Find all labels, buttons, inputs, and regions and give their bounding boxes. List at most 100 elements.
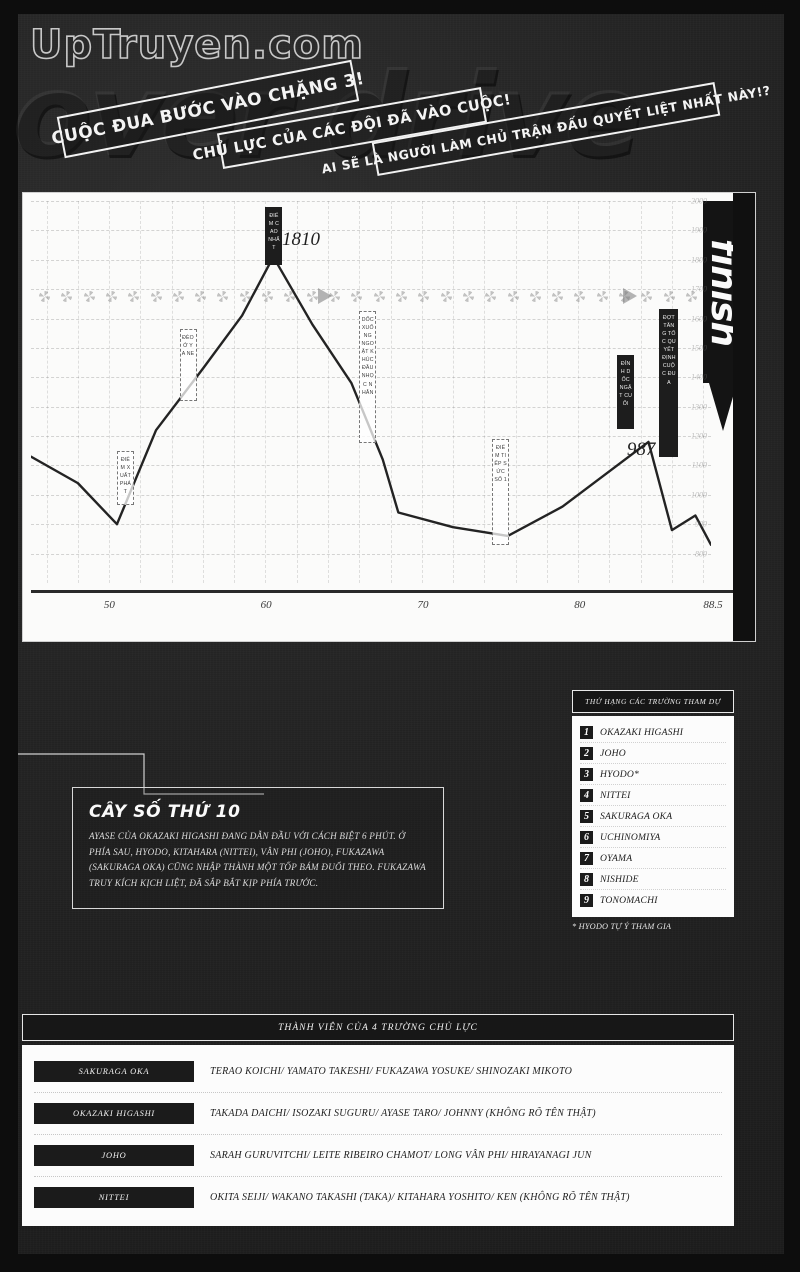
route-dot [39,291,50,302]
table-row: JOHO SARAH GURUVITCHI/ LEITE RIBEIRO CHAM… [34,1135,722,1177]
member-team-badge: NITTEI [34,1187,194,1208]
gridline-h [31,201,711,202]
infobox-title: CÂY SỐ THỨ 10 [89,802,241,822]
ranking-school-name: SAKURAGA OKA [600,810,673,822]
route-dot [128,291,140,302]
member-names-cell: SARAH GURUVITCHI/ LEITE RIBEIRO CHAMOT/ … [210,1150,592,1161]
members-table-header: THÀNH VIÊN CỦA 4 TRƯỜNG CHỦ LỰC [22,1014,734,1041]
y-axis-tick-label: 900 [695,519,707,529]
ranking-school-name: OYAMA [600,852,633,864]
route-dot [351,291,363,302]
gridline-v [703,201,705,583]
y-axis-tick-label: 1900 [691,225,707,235]
route-dot [61,291,73,302]
route-dot [596,291,608,302]
member-team-badge: JOHO [34,1145,194,1166]
elevation-line-series [31,255,711,546]
route-dot [462,291,474,302]
gridline-v [140,201,142,583]
gridline-v [46,201,48,583]
member-team-badge: OKAZAKI HIGASHI [34,1103,194,1124]
ranking-row[interactable]: 6 UCHINOMIYA [580,827,726,849]
finish-flag-tail [709,383,738,431]
y-axis-tick-label: 1500 [691,343,707,353]
gridline-v [77,201,79,583]
members-table: THÀNH VIÊN CỦA 4 TRƯỜNG CHỦ LỰC SAKURAGA… [22,1014,734,1226]
ranking-row[interactable]: 9 TONOMACHI [580,890,726,910]
route-dot [552,291,564,302]
gridline-v [640,201,642,583]
page-edge-top [0,0,800,14]
y-axis-tick-label: 1800 [691,255,707,265]
ranking-row[interactable]: 8 NISHIDE [580,869,726,891]
gridline-v [546,201,548,583]
members-table-body: SAKURAGA OKA TERAO KOICHI/ YAMATO TAKESHI… [22,1045,734,1226]
route-dot [195,291,207,302]
x-axis-tick-label: 50 [103,599,115,611]
chart-marker-label: DỐC XUỐNG NGOẶT KHÚC ĐẦU NHỌC NHẰN [359,311,377,443]
ranking-position-badge: 1 [580,725,593,739]
table-row: NITTEI OKITA SEIJI/ WAKANO TAKASHI (TAKA)… [34,1177,722,1218]
page-edge-bottom [0,1254,800,1272]
member-names-cell: OKITA SEIJI/ WAKANO TAKASHI (TAKA)/ KITA… [210,1192,630,1203]
ranking-row[interactable]: 3 HYODO* [580,764,726,786]
ranking-position-badge: 3 [580,767,593,781]
ranking-position-badge: 9 [580,893,593,907]
y-axis-tick-label: 1200 [691,431,707,441]
chart-x-axis [31,590,747,593]
chart-marker-label: ĐIỂM XUẤT PHÁT [116,451,134,505]
gridline-v [296,201,298,583]
x-axis-tick-label: 60 [260,599,272,611]
y-axis-tick-label: 1000 [691,490,707,500]
site-watermark: UpTruyen.com [29,21,364,69]
gridline-v [421,201,423,583]
ranking-row[interactable]: 7 OYAMA [580,848,726,870]
member-names-cell: TAKADA DAICHI/ ISOZAKI SUGURU/ AYASE TAR… [210,1108,596,1119]
ranking-school-name: NITTEI [600,789,631,801]
chart-marker-label: ĐỢT TĂNG TỐC QUYẾT ĐỊNH CUỘC ĐUA [659,309,679,457]
ranking-row[interactable]: 2 JOHO [580,743,726,765]
y-axis-tick-label: 1600 [691,314,707,324]
ranking-school-name: JOHO [600,747,626,759]
ranking-row[interactable]: 4 NITTEI [580,785,726,807]
gridline-v [202,201,204,583]
y-axis-tick-label: 1700 [691,284,707,294]
route-dot [217,291,229,302]
route-dot [641,291,653,302]
gridline-h [31,259,711,261]
table-row: OKAZAKI HIGASHI TAKADA DAICHI/ ISOZAKI SU… [34,1093,722,1135]
gridline-h [31,553,711,555]
chart-value-annotation: 987 [626,438,656,460]
route-dot [574,291,586,302]
milestone-infobox: CÂY SỐ THỨ 10 AYASE CỦA OKAZAKI HIGASHI … [72,787,444,909]
ranking-panel: THỨ HẠNG CÁC TRƯỜNG THAM DỰ 1 OKAZAKI HIG… [572,690,734,931]
infobox-body: AYASE CỦA OKAZAKI HIGASHI ĐANG DẪN ĐẦU V… [89,831,426,888]
chart-marker-label: ĐỈNH DỐC NGẶT CUỐI [617,355,635,429]
route-progress-indicator [39,288,703,305]
ranking-school-name: HYODO* [600,768,640,780]
ranking-position-badge: 5 [580,809,593,823]
route-arrow-icon [623,288,638,304]
ranking-row[interactable]: 5 SAKURAGA OKA [580,806,726,828]
route-dot [262,291,274,302]
gridline-v [265,201,267,583]
background-title: over drive [12,48,642,183]
chart-right-edge-block [733,193,755,641]
y-axis-tick-label: 800 [695,549,707,559]
gridline-h [31,289,711,291]
route-dot [507,291,519,302]
y-axis-tick-label: 2000 [691,196,707,206]
gridline-v [171,201,173,583]
ranking-school-name: UCHINOMIYA [600,831,661,843]
gridline-v [578,201,580,583]
ranking-row[interactable]: 1 OKAZAKI HIGASHI [580,722,726,744]
route-dot [686,291,697,302]
x-axis-tick-label: 70 [417,599,429,611]
ranking-school-name: OKAZAKI HIGASHI [600,726,684,738]
ranking-position-badge: 6 [580,830,593,844]
y-axis-tick-label: 1400 [691,372,707,382]
infobox-leader-line [18,753,264,795]
ranking-school-name: TONOMACHI [600,894,658,906]
route-dot [663,291,675,302]
